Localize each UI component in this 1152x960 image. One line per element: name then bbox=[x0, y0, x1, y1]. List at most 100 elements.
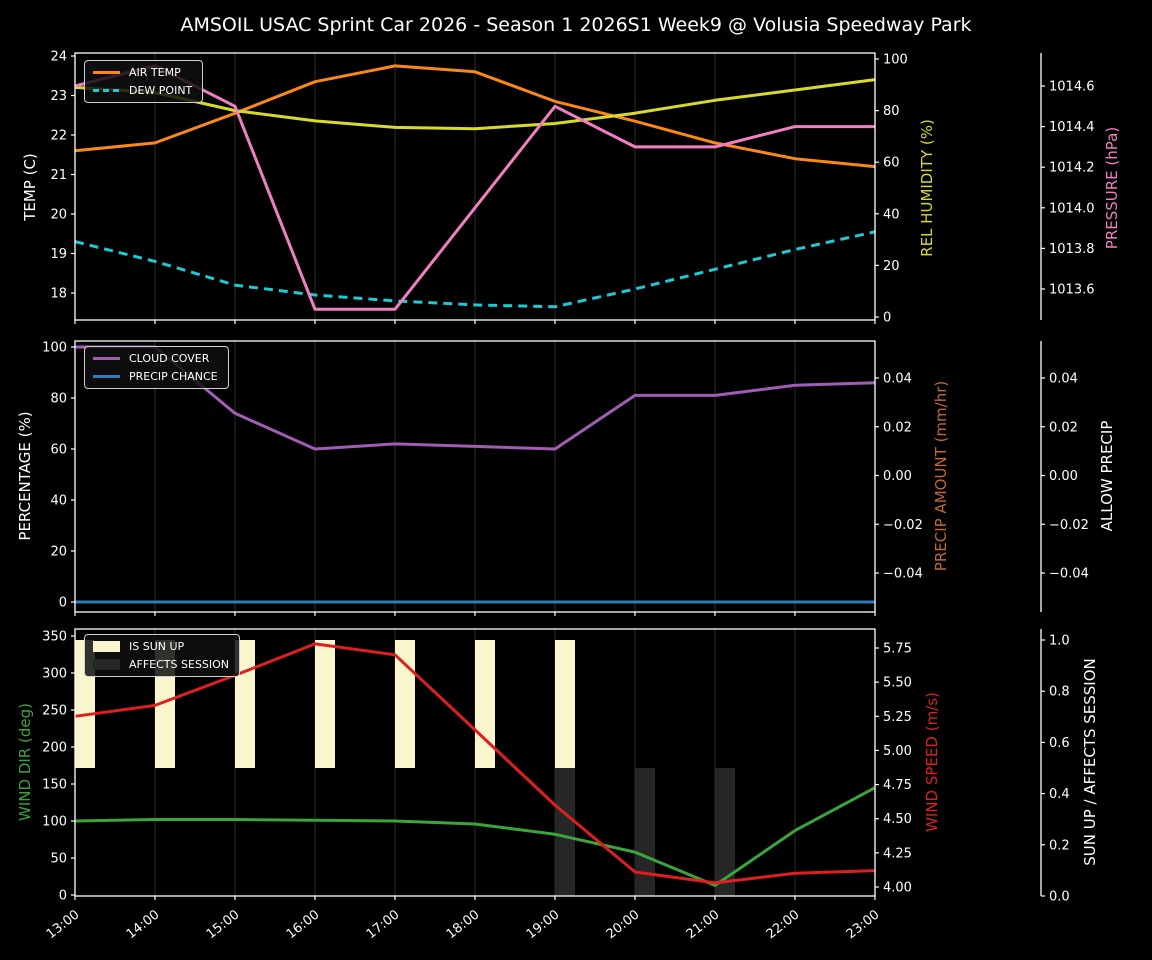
y-tick-label: 21 bbox=[50, 168, 67, 183]
wind-dir-line bbox=[74, 786, 876, 887]
y-tick-label: 250 bbox=[42, 704, 67, 719]
y-tick-label: 5.50 bbox=[883, 676, 912, 691]
y-tick-label: 24 bbox=[50, 50, 67, 65]
affects-session-bar bbox=[555, 768, 575, 896]
x-tick-label: 19:00 bbox=[524, 907, 563, 942]
legend-item-affects-session: AFFECTS SESSION bbox=[93, 658, 229, 671]
temp-axis-label: TEMP (C) bbox=[21, 153, 39, 221]
y-tick-label: 5.00 bbox=[883, 744, 912, 759]
legend-item-precip-chance: PRECIP CHANCE bbox=[93, 370, 218, 383]
y-tick-label: 0.4 bbox=[1049, 787, 1070, 802]
y-tick-label: 18 bbox=[50, 287, 67, 302]
legend-item-air-temp: AIR TEMP bbox=[93, 66, 192, 79]
wind-speed-line bbox=[74, 642, 876, 885]
x-tick-label: 20:00 bbox=[604, 907, 643, 942]
affects-session-bar bbox=[715, 768, 735, 896]
dew-point-swatch bbox=[93, 89, 120, 92]
affects-session-swatch bbox=[93, 659, 120, 670]
y-tick-label: 100 bbox=[42, 341, 67, 356]
y-tick-label: −0.02 bbox=[1049, 518, 1089, 533]
y-tick-label: 22 bbox=[50, 129, 67, 144]
x-tick-label: 22:00 bbox=[764, 907, 803, 942]
y-tick-label: −0.02 bbox=[883, 518, 923, 533]
y-tick-label: 80 bbox=[50, 392, 67, 407]
y-tick-label: 0.00 bbox=[1049, 469, 1078, 484]
y-tick-label: −0.04 bbox=[1049, 567, 1089, 582]
y-tick-label: 50 bbox=[50, 852, 67, 867]
y-tick-label: 100 bbox=[883, 53, 908, 68]
is-sun-up-bar bbox=[555, 640, 575, 768]
y-tick-label: 40 bbox=[50, 494, 67, 509]
y-tick-label: 1014.4 bbox=[1049, 120, 1095, 135]
y-tick-label: 19 bbox=[50, 247, 67, 262]
x-tick-label: 17:00 bbox=[364, 907, 403, 942]
y-tick-label: 0.02 bbox=[883, 420, 912, 435]
pressure-line bbox=[74, 64, 875, 311]
y-tick-label: 0.2 bbox=[1049, 838, 1070, 853]
y-tick-label: 0.0 bbox=[1049, 890, 1070, 905]
dew-point-line bbox=[74, 230, 876, 309]
y-tick-label: 1014.0 bbox=[1049, 201, 1095, 216]
y-tick-label: 4.50 bbox=[883, 812, 912, 827]
rel-humidity-line bbox=[74, 78, 876, 131]
y-tick-label: 4.00 bbox=[883, 881, 912, 896]
y-tick-label: 1013.8 bbox=[1049, 242, 1095, 257]
humidity-axis-label: REL HUMIDITY (%) bbox=[918, 119, 936, 257]
precip-legend: CLOUD COVER PRECIP CHANCE bbox=[84, 346, 229, 389]
y-tick-label: 60 bbox=[50, 443, 67, 458]
wind-sun-legend: IS SUN UP AFFECTS SESSION bbox=[84, 634, 241, 677]
x-tick-label: 15:00 bbox=[204, 907, 243, 942]
precip-chance-swatch bbox=[93, 375, 120, 378]
sun-up-axis-label: SUN UP / AFFECTS SESSION bbox=[1081, 658, 1099, 866]
allow-precip-axis-label: ALLOW PRECIP bbox=[1098, 420, 1116, 532]
y-tick-label: 5.25 bbox=[883, 710, 912, 725]
y-tick-label: 0.04 bbox=[883, 372, 912, 387]
legend-label: AIR TEMP bbox=[129, 66, 181, 79]
x-tick-label: 18:00 bbox=[444, 907, 483, 942]
legend-item-is-sun-up: IS SUN UP bbox=[93, 640, 229, 653]
y-tick-label: 4.25 bbox=[883, 846, 912, 861]
wind-dir-axis-label: WIND DIR (deg) bbox=[16, 703, 34, 821]
y-tick-label: 0.8 bbox=[1049, 685, 1070, 700]
y-tick-label: 1014.6 bbox=[1049, 80, 1095, 95]
cloud-cover-swatch bbox=[93, 357, 120, 360]
y-tick-label: 0 bbox=[883, 311, 891, 326]
air-temp-line bbox=[74, 64, 876, 169]
percentage-axis-label: PERCENTAGE (%) bbox=[16, 411, 34, 541]
y-tick-label: 200 bbox=[42, 741, 67, 756]
y-tick-label: 20 bbox=[50, 208, 67, 223]
legend-label: CLOUD COVER bbox=[129, 352, 210, 365]
y-tick-label: 4.75 bbox=[883, 778, 912, 793]
y-tick-label: 0 bbox=[59, 596, 67, 611]
legend-item-dew-point: DEW POINT bbox=[93, 84, 192, 97]
y-tick-label: 0.6 bbox=[1049, 736, 1070, 751]
chart-title: AMSOIL USAC Sprint Car 2026 - Season 1 2… bbox=[180, 14, 972, 36]
precip-amount-axis-label: PRECIP AMOUNT (mm/hr) bbox=[932, 380, 950, 572]
is-sun-up-bar bbox=[475, 640, 495, 768]
x-tick-label: 13:00 bbox=[44, 907, 83, 942]
x-tick-label: 14:00 bbox=[124, 907, 163, 942]
y-tick-label: 1013.6 bbox=[1049, 283, 1095, 298]
legend-label: PRECIP CHANCE bbox=[129, 370, 218, 383]
y-tick-label: 0 bbox=[59, 889, 67, 904]
x-tick-label: 21:00 bbox=[684, 907, 723, 942]
y-tick-label: 80 bbox=[883, 104, 900, 119]
legend-label: AFFECTS SESSION bbox=[129, 658, 230, 671]
is-sun-up-bar bbox=[315, 640, 335, 768]
y-tick-label: 20 bbox=[883, 259, 900, 274]
legend-item-cloud-cover: CLOUD COVER bbox=[93, 352, 218, 365]
legend-label: DEW POINT bbox=[129, 84, 193, 97]
temperature-legend: AIR TEMP DEW POINT bbox=[84, 60, 204, 103]
pressure-axis-label: PRESSURE (hPa) bbox=[1103, 126, 1121, 250]
y-tick-label: 0.00 bbox=[883, 469, 912, 484]
y-tick-label: 60 bbox=[883, 156, 900, 171]
sun-up-swatch bbox=[93, 641, 120, 652]
cloud-cover-line bbox=[75, 345, 876, 451]
air-temp-swatch bbox=[93, 71, 120, 74]
legend-label: IS SUN UP bbox=[129, 640, 185, 653]
y-tick-label: 350 bbox=[42, 630, 67, 645]
wind-speed-axis-label: WIND SPEED (m/s) bbox=[923, 692, 941, 832]
y-tick-label: 100 bbox=[42, 815, 67, 830]
